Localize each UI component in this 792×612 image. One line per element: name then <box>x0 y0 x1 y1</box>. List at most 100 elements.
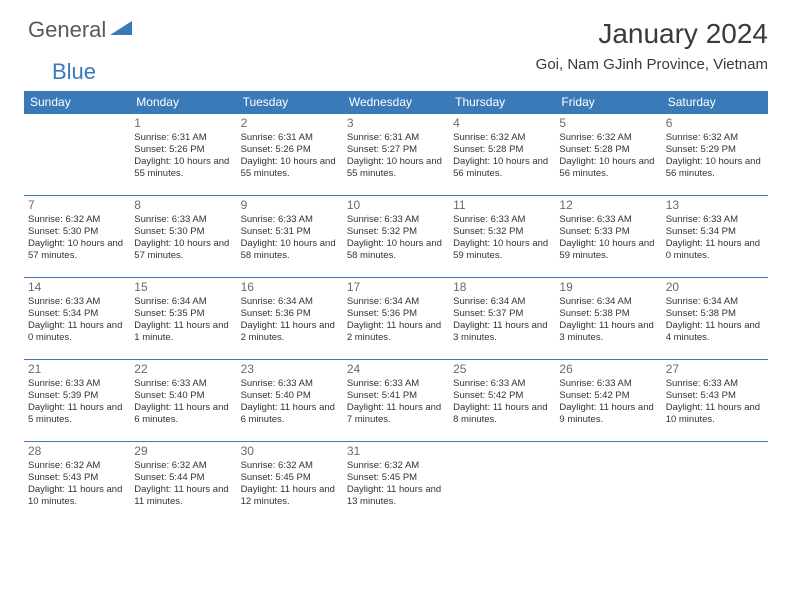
week-row: 1Sunrise: 6:31 AMSunset: 5:26 PMDaylight… <box>24 114 768 196</box>
location: Goi, Nam GJinh Province, Vietnam <box>536 56 768 73</box>
sunrise-line: Sunrise: 6:33 AM <box>28 296 126 308</box>
day-cell: 18Sunrise: 6:34 AMSunset: 5:37 PMDayligh… <box>449 278 555 360</box>
sunrise-line: Sunrise: 6:32 AM <box>134 460 232 472</box>
day-cell: 22Sunrise: 6:33 AMSunset: 5:40 PMDayligh… <box>130 360 236 442</box>
day-number: 23 <box>241 362 339 377</box>
logo-word1: General <box>28 19 106 41</box>
day-number: 24 <box>347 362 445 377</box>
day-cell: 30Sunrise: 6:32 AMSunset: 5:45 PMDayligh… <box>237 442 343 524</box>
sunset-line: Sunset: 5:39 PM <box>28 390 126 402</box>
day-number: 5 <box>559 116 657 131</box>
daylight-line: Daylight: 11 hours and 6 minutes. <box>241 402 339 426</box>
logo-triangle-icon <box>110 18 132 41</box>
day-number: 26 <box>559 362 657 377</box>
sunset-line: Sunset: 5:45 PM <box>347 472 445 484</box>
day-number: 8 <box>134 198 232 213</box>
daylight-line: Daylight: 10 hours and 59 minutes. <box>559 238 657 262</box>
sunset-line: Sunset: 5:45 PM <box>241 472 339 484</box>
calendar-table: Sunday Monday Tuesday Wednesday Thursday… <box>24 91 768 524</box>
day-cell: 7Sunrise: 6:32 AMSunset: 5:30 PMDaylight… <box>24 196 130 278</box>
day-cell: 17Sunrise: 6:34 AMSunset: 5:36 PMDayligh… <box>343 278 449 360</box>
day-number: 4 <box>453 116 551 131</box>
day-cell: 24Sunrise: 6:33 AMSunset: 5:41 PMDayligh… <box>343 360 449 442</box>
day-cell: 5Sunrise: 6:32 AMSunset: 5:28 PMDaylight… <box>555 114 661 196</box>
day-cell: 1Sunrise: 6:31 AMSunset: 5:26 PMDaylight… <box>130 114 236 196</box>
day-number: 13 <box>666 198 764 213</box>
sunset-line: Sunset: 5:32 PM <box>347 226 445 238</box>
day-cell: 29Sunrise: 6:32 AMSunset: 5:44 PMDayligh… <box>130 442 236 524</box>
sunset-line: Sunset: 5:42 PM <box>453 390 551 402</box>
sunset-line: Sunset: 5:41 PM <box>347 390 445 402</box>
daylight-line: Daylight: 10 hours and 56 minutes. <box>666 156 764 180</box>
day-number: 19 <box>559 280 657 295</box>
sunset-line: Sunset: 5:34 PM <box>666 226 764 238</box>
sunrise-line: Sunrise: 6:33 AM <box>241 378 339 390</box>
day-header-row: Sunday Monday Tuesday Wednesday Thursday… <box>24 91 768 114</box>
daylight-line: Daylight: 11 hours and 6 minutes. <box>134 402 232 426</box>
day-header: Friday <box>555 91 661 114</box>
daylight-line: Daylight: 11 hours and 7 minutes. <box>347 402 445 426</box>
day-number: 20 <box>666 280 764 295</box>
calendar-body: 1Sunrise: 6:31 AMSunset: 5:26 PMDaylight… <box>24 114 768 524</box>
day-number: 22 <box>134 362 232 377</box>
sunrise-line: Sunrise: 6:33 AM <box>559 378 657 390</box>
daylight-line: Daylight: 10 hours and 56 minutes. <box>559 156 657 180</box>
day-header: Sunday <box>24 91 130 114</box>
sunset-line: Sunset: 5:26 PM <box>134 144 232 156</box>
day-number: 30 <box>241 444 339 459</box>
sunset-line: Sunset: 5:42 PM <box>559 390 657 402</box>
sunset-line: Sunset: 5:27 PM <box>347 144 445 156</box>
day-number: 15 <box>134 280 232 295</box>
day-cell: 31Sunrise: 6:32 AMSunset: 5:45 PMDayligh… <box>343 442 449 524</box>
sunset-line: Sunset: 5:30 PM <box>134 226 232 238</box>
day-cell: 14Sunrise: 6:33 AMSunset: 5:34 PMDayligh… <box>24 278 130 360</box>
day-cell: 16Sunrise: 6:34 AMSunset: 5:36 PMDayligh… <box>237 278 343 360</box>
daylight-line: Daylight: 11 hours and 0 minutes. <box>666 238 764 262</box>
day-cell: 4Sunrise: 6:32 AMSunset: 5:28 PMDaylight… <box>449 114 555 196</box>
sunrise-line: Sunrise: 6:33 AM <box>134 378 232 390</box>
day-cell: 6Sunrise: 6:32 AMSunset: 5:29 PMDaylight… <box>662 114 768 196</box>
month-title: January 2024 <box>536 18 768 50</box>
sunset-line: Sunset: 5:43 PM <box>666 390 764 402</box>
daylight-line: Daylight: 11 hours and 3 minutes. <box>453 320 551 344</box>
day-cell: 26Sunrise: 6:33 AMSunset: 5:42 PMDayligh… <box>555 360 661 442</box>
sunset-line: Sunset: 5:34 PM <box>28 308 126 320</box>
sunrise-line: Sunrise: 6:31 AM <box>347 132 445 144</box>
daylight-line: Daylight: 11 hours and 13 minutes. <box>347 484 445 508</box>
daylight-line: Daylight: 10 hours and 58 minutes. <box>241 238 339 262</box>
sunset-line: Sunset: 5:30 PM <box>28 226 126 238</box>
daylight-line: Daylight: 11 hours and 8 minutes. <box>453 402 551 426</box>
day-cell: 11Sunrise: 6:33 AMSunset: 5:32 PMDayligh… <box>449 196 555 278</box>
sunset-line: Sunset: 5:40 PM <box>241 390 339 402</box>
sunrise-line: Sunrise: 6:33 AM <box>666 378 764 390</box>
sunset-line: Sunset: 5:38 PM <box>559 308 657 320</box>
day-cell: 19Sunrise: 6:34 AMSunset: 5:38 PMDayligh… <box>555 278 661 360</box>
day-header: Saturday <box>662 91 768 114</box>
daylight-line: Daylight: 11 hours and 4 minutes. <box>666 320 764 344</box>
sunrise-line: Sunrise: 6:33 AM <box>347 378 445 390</box>
sunset-line: Sunset: 5:38 PM <box>666 308 764 320</box>
sunrise-line: Sunrise: 6:32 AM <box>347 460 445 472</box>
day-cell <box>555 442 661 524</box>
sunset-line: Sunset: 5:26 PM <box>241 144 339 156</box>
sunrise-line: Sunrise: 6:33 AM <box>347 214 445 226</box>
sunset-line: Sunset: 5:33 PM <box>559 226 657 238</box>
sunrise-line: Sunrise: 6:34 AM <box>347 296 445 308</box>
day-number: 10 <box>347 198 445 213</box>
day-cell: 28Sunrise: 6:32 AMSunset: 5:43 PMDayligh… <box>24 442 130 524</box>
daylight-line: Daylight: 11 hours and 10 minutes. <box>666 402 764 426</box>
sunrise-line: Sunrise: 6:34 AM <box>134 296 232 308</box>
day-cell <box>24 114 130 196</box>
day-cell: 15Sunrise: 6:34 AMSunset: 5:35 PMDayligh… <box>130 278 236 360</box>
day-number: 31 <box>347 444 445 459</box>
sunrise-line: Sunrise: 6:33 AM <box>453 214 551 226</box>
daylight-line: Daylight: 10 hours and 55 minutes. <box>134 156 232 180</box>
week-row: 28Sunrise: 6:32 AMSunset: 5:43 PMDayligh… <box>24 442 768 524</box>
day-cell: 23Sunrise: 6:33 AMSunset: 5:40 PMDayligh… <box>237 360 343 442</box>
sunrise-line: Sunrise: 6:34 AM <box>241 296 339 308</box>
daylight-line: Daylight: 11 hours and 9 minutes. <box>559 402 657 426</box>
sunrise-line: Sunrise: 6:34 AM <box>453 296 551 308</box>
day-cell: 10Sunrise: 6:33 AMSunset: 5:32 PMDayligh… <box>343 196 449 278</box>
day-cell: 8Sunrise: 6:33 AMSunset: 5:30 PMDaylight… <box>130 196 236 278</box>
sunset-line: Sunset: 5:44 PM <box>134 472 232 484</box>
